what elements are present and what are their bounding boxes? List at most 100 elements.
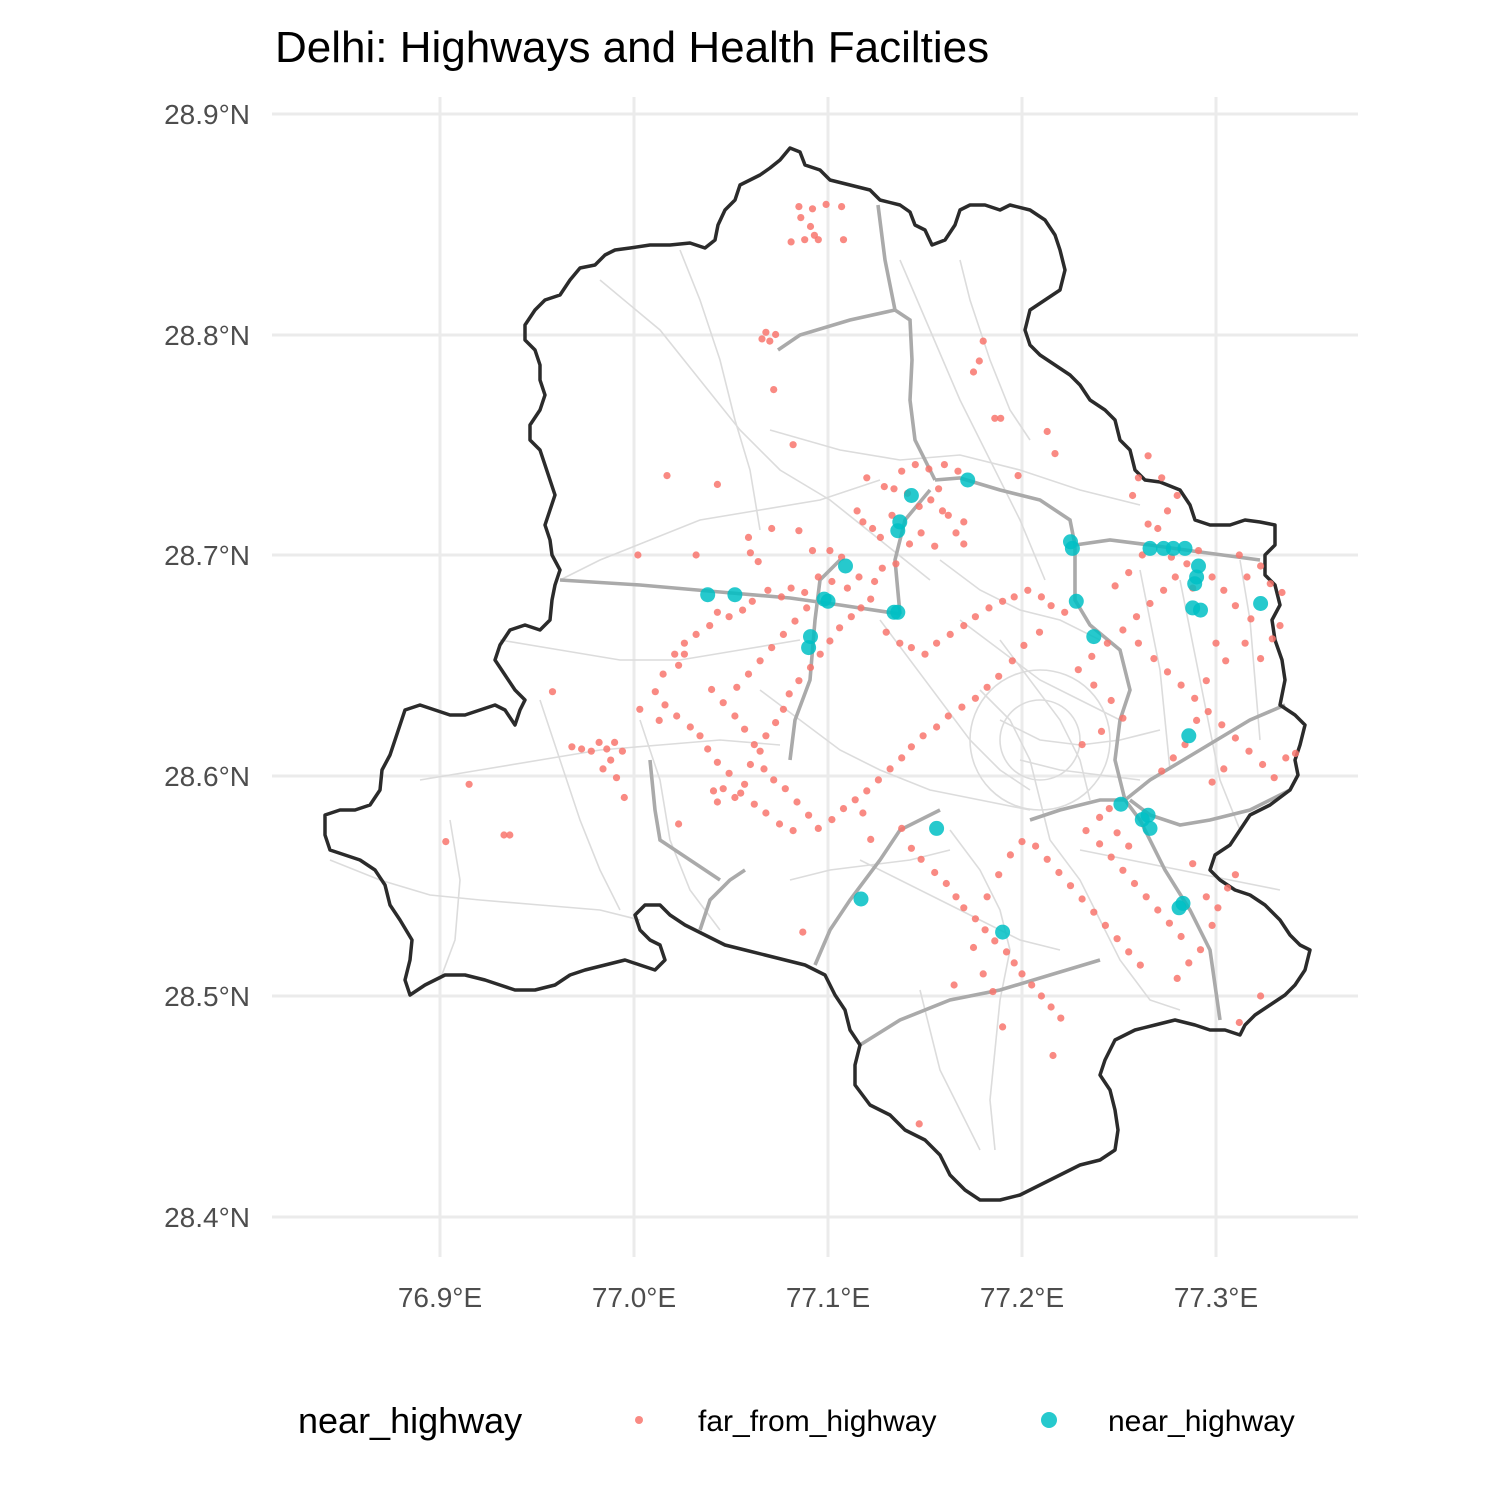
far-from-highway-point [1243,573,1251,581]
far-from-highway-point [1235,1018,1243,1027]
connaught-place-ring [999,699,1081,781]
far-from-highway-point [1037,593,1045,601]
y-tick-label: 28.5°N [164,981,250,1012]
far-from-highway-point [1276,622,1284,630]
far-from-highway-point [795,677,803,685]
highway-line [788,558,842,761]
near-highway-point [700,587,716,603]
far-from-highway-point [981,926,989,934]
near-highway-point [1165,540,1181,556]
far-from-highway-point [737,789,745,797]
far-from-highway-point [808,547,817,555]
far-from-highway-point [731,793,739,802]
far-from-highway-point [500,831,508,839]
far-from-highway-point [663,472,671,480]
far-from-highway-point [921,650,929,658]
highway-line [698,868,746,931]
far-from-highway-point [1142,893,1150,901]
far-from-highway-point [1241,639,1249,647]
far-from-highway-point [826,547,834,555]
far-from-highway-point [999,597,1007,605]
far-from-highway-point [548,688,557,696]
x-tick-label: 76.9°E [398,1282,482,1313]
near-highway-point [1171,900,1187,916]
far-from-highway-point [756,657,764,665]
far-from-highway-point [1231,871,1239,879]
far-from-highway-point [1220,765,1228,773]
far-from-highway-point [675,820,683,828]
far-from-highway-point [863,787,871,795]
far-from-highway-point [1119,714,1127,722]
y-axis-tick-labels: 28.9°N 28.8°N 28.7°N 28.6°N 28.5°N 28.4°… [164,99,250,1233]
far-from-highway-point [946,630,954,639]
far-from-highway-point [708,685,716,694]
near-highway-point [890,523,906,539]
far-from-highway-point [1163,668,1172,676]
far-from-highway-point [960,518,968,526]
far-from-highway-point [1107,853,1115,861]
far-from-highway-point [611,738,619,747]
far-from-highway-point [795,527,803,535]
far-from-highway-point [1078,895,1086,903]
far-from-highway-point [612,774,621,782]
far-from-highway-point [1163,507,1172,515]
minor-road [959,259,1031,441]
far-from-highway-point [863,474,871,482]
highway-line [648,759,721,882]
far-from-highway-point [971,915,980,923]
minor-road [769,429,1141,506]
minor-road [639,719,721,931]
far-from-highway-point [876,533,885,542]
far-from-highway-point [851,796,859,804]
far-from-highway-point [1111,582,1119,590]
minor-road [1049,839,1181,1011]
far-from-highway-point [1103,639,1111,647]
far-from-highway-point [578,745,586,753]
far-from-highway-point [942,879,950,888]
legend: near_highway far_from_highway near_highw… [298,1400,1295,1441]
far-from-highway-point [442,838,450,846]
far-from-highway-point [975,357,983,365]
far-from-highway-point [1006,851,1015,859]
minor-road [899,259,1046,581]
far-from-highway-point [1268,635,1276,643]
far-from-highway-point [772,330,780,339]
far-from-highway-point [1282,754,1290,762]
minor-road [1179,579,1241,831]
far-from-highway-point [768,644,776,652]
far-from-highway-point [1194,547,1203,555]
far-from-highway-point [960,622,968,630]
far-from-highway-point [1002,948,1011,956]
far-from-highway-point [1208,921,1216,930]
far-from-highway-point [952,893,960,901]
far-from-highway-point [795,203,803,211]
far-from-highway-point [739,606,747,614]
far-from-highway-point [1136,961,1144,969]
far-from-highway-point [764,586,772,594]
far-from-highway-point [867,595,875,603]
far-from-highway-point [775,820,784,828]
far-from-highway-point [1189,860,1197,868]
far-from-highway-point [1144,520,1152,528]
far-from-highway-point [1113,935,1121,943]
far-from-highway-point [748,597,756,605]
far-from-highway-point [839,236,848,244]
far-from-highway-point [760,765,768,773]
far-from-highway-point [766,337,774,345]
far-from-highway-points [442,200,1300,1128]
minor-road [419,739,781,781]
far-from-highway-point [634,551,642,559]
near-highway-point [1187,576,1203,592]
far-from-highway-point [1134,639,1142,647]
far-from-highway-point [843,584,852,592]
far-from-highway-point [826,637,834,645]
far-from-highway-point [719,699,727,707]
far-from-highway-point [671,650,679,658]
far-from-highway-point [944,511,952,519]
far-from-highway-point [1014,472,1022,480]
far-from-highway-point [1220,586,1228,594]
far-from-highway-point [1138,551,1146,559]
far-from-highway-point [1196,946,1205,954]
far-from-highway-point [1101,921,1109,930]
